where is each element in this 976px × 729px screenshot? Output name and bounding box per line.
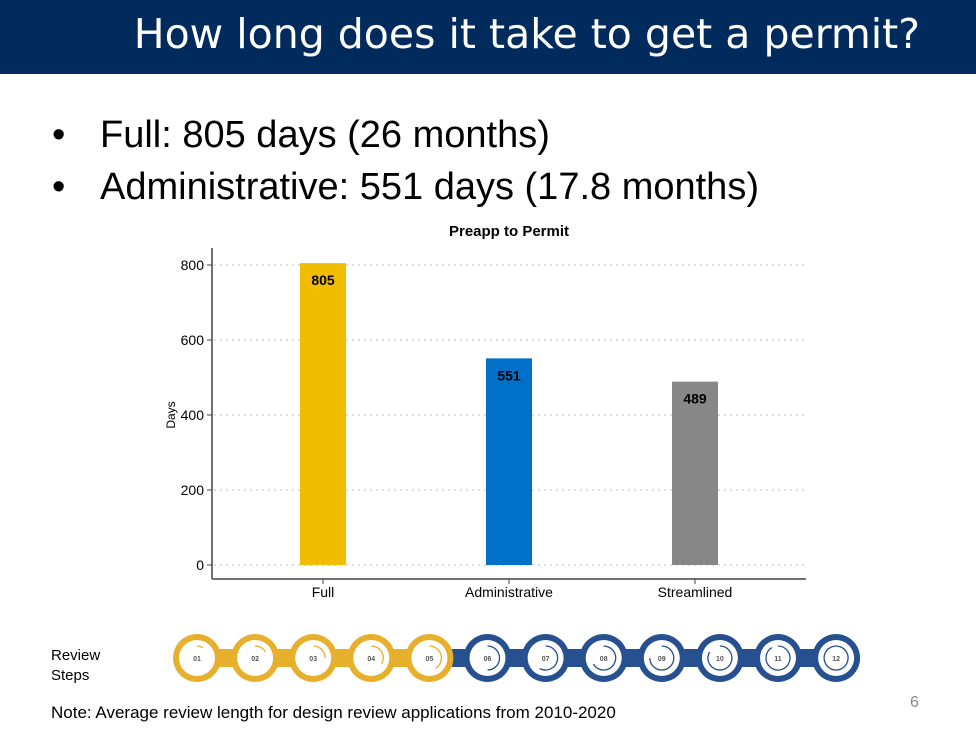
progress-arc: [707, 645, 733, 671]
progress-arc: [765, 645, 791, 671]
data-label: 489: [683, 391, 707, 407]
step-number: 12: [832, 656, 840, 663]
review-steps-label: Review Steps: [51, 646, 100, 686]
x-tick-label: Administrative: [465, 584, 553, 600]
progress-arc: [823, 645, 849, 671]
step-number: 03: [309, 656, 317, 663]
step-inner: [527, 640, 564, 676]
progress-arc: [539, 645, 559, 671]
progress-arc: [371, 645, 384, 665]
review-step-03: 03: [289, 634, 338, 682]
bullet-full: • Full: 805 days (26 months): [52, 114, 550, 156]
step-inner: [585, 640, 622, 676]
progress-arc: [429, 645, 442, 669]
y-tick-label: 800: [181, 257, 205, 273]
step-number: 04: [367, 656, 375, 663]
progress-arc: [313, 645, 326, 659]
step-number: 02: [251, 656, 259, 663]
review-step-02: 02: [231, 634, 280, 682]
review-step-01: 01: [173, 634, 221, 682]
y-tick-label: 200: [181, 482, 205, 498]
chart-title: Preapp to Permit: [449, 223, 569, 240]
footnote: Note: Average review length for design r…: [51, 703, 616, 722]
step-number: 10: [716, 656, 724, 663]
step-number: 05: [426, 656, 434, 663]
step-inner: [237, 640, 274, 676]
y-axis-label: Days: [164, 401, 178, 428]
review-step-11: 11: [754, 634, 802, 682]
data-label: 805: [311, 272, 335, 288]
y-tick-label: 600: [181, 332, 205, 348]
step-number: 06: [484, 656, 492, 663]
review-step-12: 12: [812, 634, 861, 682]
bullet-text: Full: 805 days (26 months): [100, 114, 550, 156]
step-inner: [818, 640, 855, 676]
step-inner: [353, 640, 390, 676]
bar-full: [300, 263, 346, 565]
step-number: 01: [193, 656, 201, 663]
progress-arc: [649, 645, 675, 671]
review-step-06: 06: [463, 634, 512, 682]
title-bar: How long does it take to get a permit?: [0, 0, 976, 74]
progress-arc: [487, 645, 501, 671]
step-inner: [469, 640, 506, 676]
bullet-administrative: • Administrative: 551 days (17.8 months): [52, 166, 759, 208]
step-number: 11: [774, 656, 782, 663]
review-step-04: 04: [347, 634, 396, 682]
data-label: 551: [497, 367, 521, 383]
review-step-10: 10: [695, 634, 744, 682]
step-inner: [179, 640, 215, 676]
progress-arc: [255, 645, 267, 653]
review-step-08: 08: [579, 634, 628, 682]
slide-title: How long does it take to get a permit?: [133, 10, 920, 58]
progress-arc: [196, 645, 204, 649]
review-step-09: 09: [637, 634, 686, 682]
step-inner: [411, 640, 448, 676]
page-number: 6: [910, 694, 919, 711]
review-step-05: 05: [405, 634, 454, 682]
step-inner: [643, 640, 680, 676]
step-number: 07: [542, 656, 550, 663]
step-number: 09: [658, 656, 666, 663]
label-line: Review: [51, 647, 101, 664]
bar-streamlined: [672, 381, 718, 565]
progress-arc: [592, 645, 617, 671]
y-tick-label: 400: [181, 407, 205, 423]
y-tick-label: 0: [196, 557, 204, 573]
bar-administrative: [486, 358, 532, 565]
x-tick-label: Streamlined: [658, 584, 733, 600]
review-step-07: 07: [521, 634, 570, 682]
x-tick-label: Full: [312, 584, 335, 600]
label-line: Steps: [51, 667, 90, 684]
step-inner: [701, 640, 738, 676]
bullet-text: Administrative: 551 days (17.8 months): [100, 166, 759, 208]
step-inner: [295, 640, 332, 676]
step-number: 08: [600, 656, 608, 663]
